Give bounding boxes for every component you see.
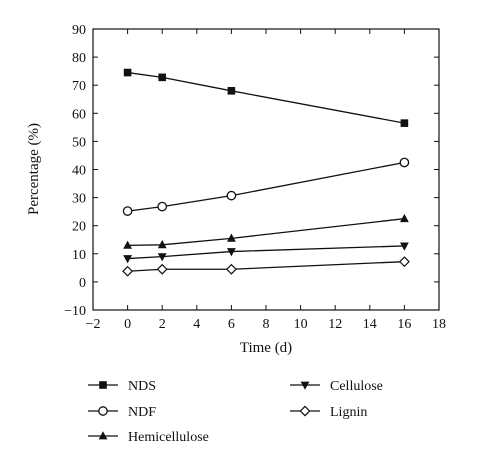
series-line-nds: [127, 71, 405, 124]
data-point: [227, 87, 236, 95]
data-point: [123, 68, 132, 77]
y-tick-label: 0: [79, 276, 86, 291]
x-tick-label: 6: [228, 317, 235, 332]
legend-label: NDS: [128, 379, 156, 394]
legend-marker: [299, 405, 311, 417]
y-tick-label: 70: [72, 79, 86, 94]
y-tick-label: 50: [72, 135, 86, 150]
data-point: [157, 201, 168, 212]
y-tick-label: 60: [72, 107, 86, 122]
x-tick-label: −2: [86, 317, 101, 332]
data-point: [123, 240, 132, 249]
legend: NDS NDF Hemicellulose Cellulose Lignin: [88, 379, 383, 445]
x-tick-label: 4: [193, 317, 200, 332]
series-line-ndf: [127, 161, 405, 212]
data-point: [157, 240, 167, 249]
y-tick-label: 90: [72, 23, 86, 38]
legend-marker: [99, 381, 107, 389]
x-tick-label: 0: [124, 317, 131, 332]
data-point: [225, 263, 237, 275]
data-point: [400, 242, 409, 251]
data-point: [122, 206, 133, 216]
legend-label: Hemicellulose: [128, 430, 209, 445]
x-tick-label: 2: [159, 317, 166, 332]
legend-label: Cellulose: [330, 379, 383, 394]
axis-ticks: −2 0 2 4 6 8 10 12 14 16 18 −10 0 10 20 30 40 50 60 70 80 90: [64, 23, 446, 332]
y-tick-label: 40: [72, 164, 86, 179]
x-tick-label: 14: [363, 317, 377, 332]
legend-label: NDF: [128, 405, 156, 420]
x-axis-title: Time (d): [240, 340, 292, 356]
y-tick-label: 30: [72, 192, 86, 207]
x-tick-label: 18: [432, 317, 446, 332]
data-point: [227, 248, 236, 257]
legend-marker: [98, 431, 108, 440]
data-point: [398, 256, 410, 268]
y-tick-label: 80: [72, 51, 86, 66]
series-line-cellulose: [127, 245, 405, 260]
series-line-hemicellulose: [127, 218, 405, 247]
data-point: [122, 265, 134, 277]
data-point: [157, 253, 167, 262]
y-tick-label: 20: [72, 220, 86, 235]
data-point: [156, 263, 168, 275]
data-point: [227, 233, 236, 242]
legend-marker: [300, 381, 310, 390]
y-tick-label: 10: [72, 248, 86, 263]
series-line-lignin: [127, 261, 405, 272]
data-point: [123, 255, 132, 264]
x-tick-label: 8: [263, 317, 270, 332]
data-point: [399, 157, 410, 168]
series-layer: [122, 68, 410, 277]
y-axis-title: Percentage (%): [26, 123, 42, 215]
y-tick-label: −10: [64, 304, 86, 319]
data-point: [226, 190, 237, 201]
legend-marker: [98, 406, 108, 416]
x-tick-label: 10: [294, 317, 308, 332]
legend-label: Lignin: [330, 405, 367, 420]
data-point: [158, 73, 166, 82]
x-tick-label: 12: [328, 317, 342, 332]
data-point: [400, 119, 409, 127]
x-tick-label: 16: [397, 317, 411, 332]
data-point: [400, 213, 409, 223]
